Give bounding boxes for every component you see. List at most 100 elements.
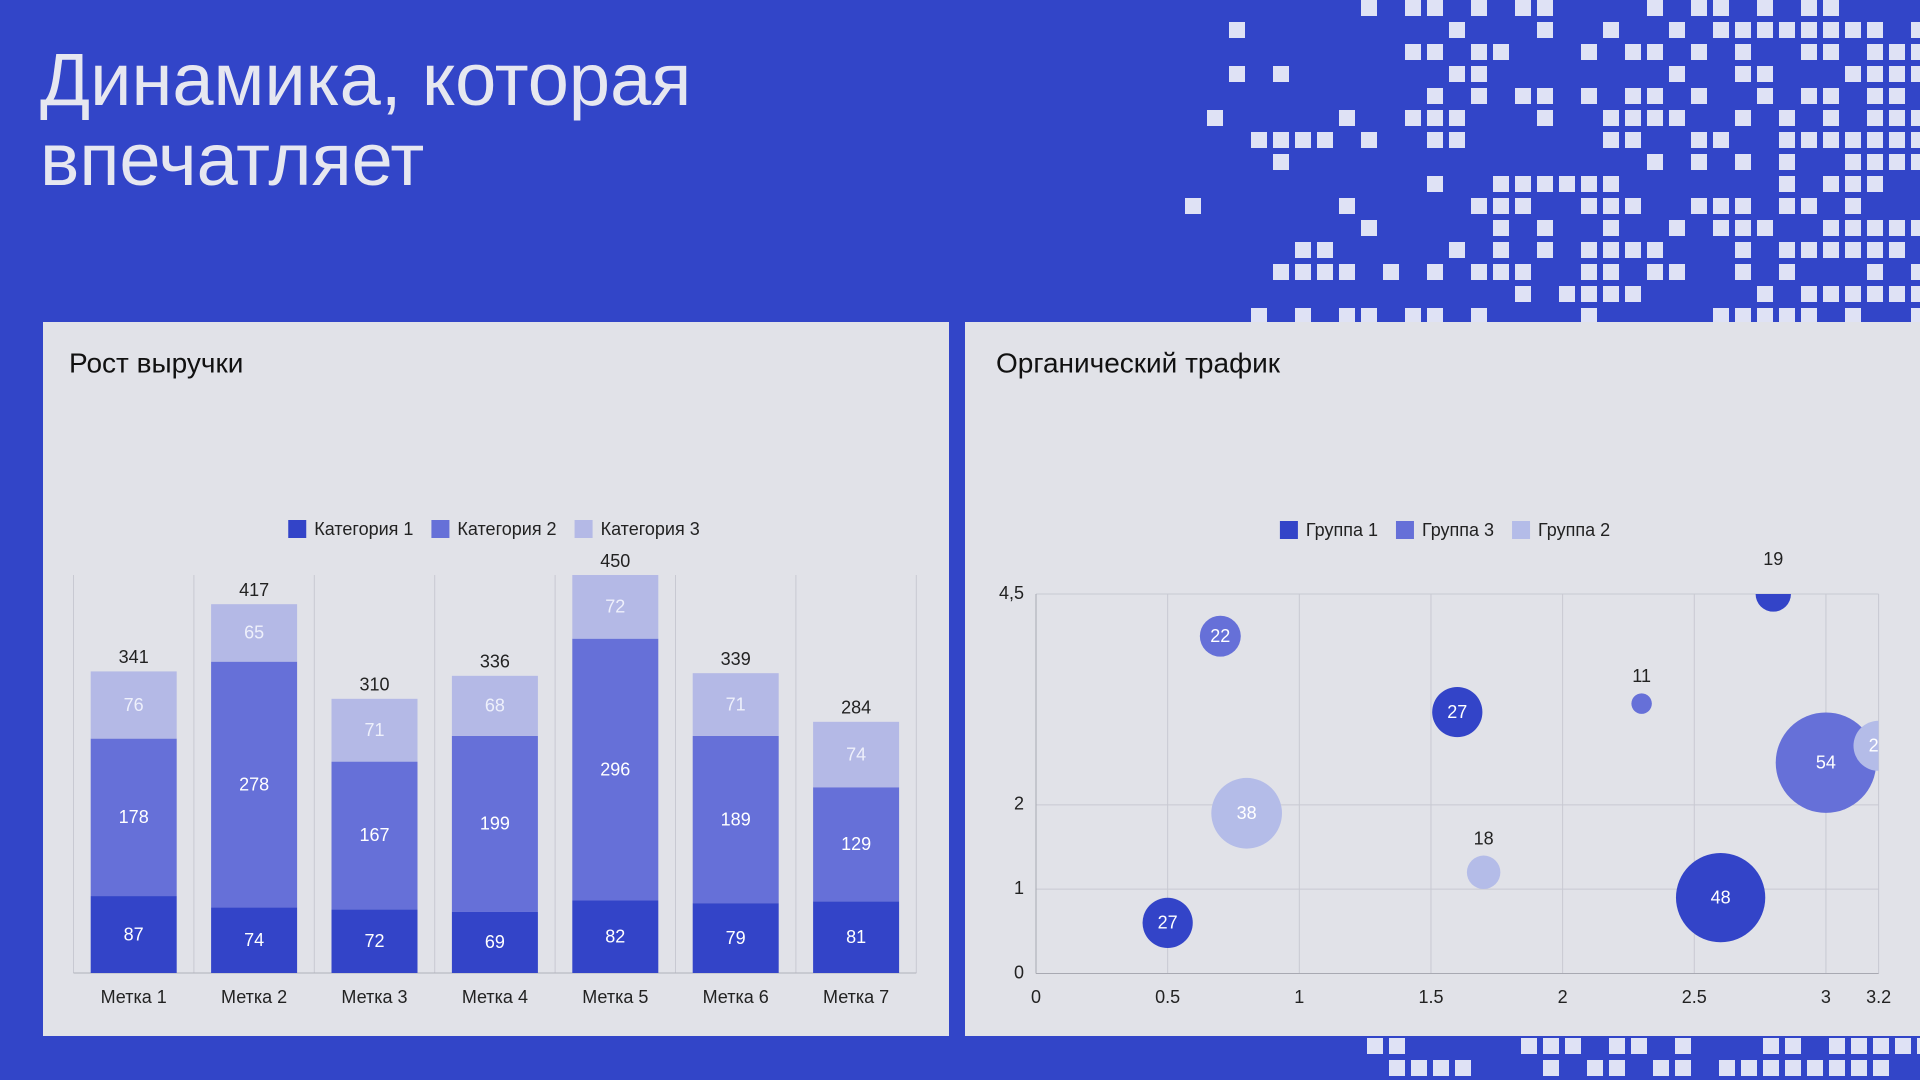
x-tick-label: Метка 1 — [101, 987, 167, 1007]
pixel — [1757, 22, 1773, 38]
x-tick-label: 3 — [1821, 987, 1831, 1007]
x-tick-label: 0 — [1031, 987, 1041, 1007]
y-tick-label: 4,5 — [999, 583, 1024, 603]
bar-total-label: 336 — [480, 652, 510, 672]
pixel — [1911, 132, 1920, 148]
pixel — [1603, 220, 1619, 236]
pixel — [1427, 88, 1443, 104]
pixel — [1273, 154, 1289, 170]
bubble-label: 22 — [1210, 626, 1230, 646]
bubbles: 27 27 48 22 54 38 27 — [1142, 594, 1889, 949]
pixel — [1757, 286, 1773, 302]
pixel — [1735, 44, 1751, 60]
pixel — [1801, 0, 1817, 16]
pixel — [1889, 88, 1905, 104]
pixel — [1537, 242, 1553, 258]
bubble-label: 11 — [1632, 666, 1651, 686]
bubble — [1755, 594, 1791, 612]
pixel — [1493, 44, 1509, 60]
pixel — [1581, 88, 1597, 104]
pixel — [1779, 308, 1795, 324]
pixel — [1911, 308, 1920, 324]
pixel — [1229, 22, 1245, 38]
pixel — [1383, 264, 1399, 280]
pixel — [1581, 286, 1597, 302]
x-tick-label: 2.5 — [1682, 987, 1707, 1007]
pixel — [1389, 1038, 1405, 1054]
x-tick-label: Метка 7 — [823, 987, 889, 1007]
pixel — [1867, 154, 1883, 170]
pixel — [1823, 132, 1839, 148]
pixel — [1867, 44, 1883, 60]
pixel — [1433, 1060, 1449, 1076]
bar-segment — [572, 638, 659, 901]
pixel — [1427, 308, 1443, 324]
bar-value-label: 74 — [846, 744, 866, 764]
bar-value-label: 81 — [846, 927, 866, 947]
pixel — [1427, 176, 1443, 192]
x-tick-label: Метка 2 — [221, 987, 287, 1007]
pixel — [1867, 264, 1883, 280]
pixel — [1867, 242, 1883, 258]
bar-segment — [572, 900, 659, 973]
pixel — [1427, 44, 1443, 60]
pixel — [1691, 88, 1707, 104]
pixel — [1295, 308, 1311, 324]
pixel — [1917, 1038, 1920, 1054]
pixel — [1911, 264, 1920, 280]
pixel — [1735, 220, 1751, 236]
x-tick-label: Метка 5 — [582, 987, 648, 1007]
pixel — [1427, 0, 1443, 16]
pixel — [1543, 1060, 1559, 1076]
pixel — [1779, 198, 1795, 214]
bar-segment — [572, 575, 659, 639]
pixel — [1625, 132, 1641, 148]
pixel — [1763, 1038, 1779, 1054]
legend: Категория 1 Категория 2 Категория 3 — [288, 519, 700, 539]
pixel — [1581, 242, 1597, 258]
pixel — [1405, 0, 1421, 16]
pixel — [1779, 264, 1795, 280]
pixel — [1895, 1038, 1911, 1054]
pixel — [1823, 88, 1839, 104]
slide-title: Динамика, которая впечатляет — [40, 38, 692, 201]
pixel — [1779, 242, 1795, 258]
bubble-label: 27 — [1869, 736, 1889, 756]
pixel — [1867, 110, 1883, 126]
bar-segment — [813, 901, 900, 973]
pixel — [1471, 88, 1487, 104]
pixel — [1471, 198, 1487, 214]
pixel — [1911, 110, 1920, 126]
x-tick-label: 1.5 — [1418, 987, 1443, 1007]
pixel — [1779, 176, 1795, 192]
pixel — [1427, 132, 1443, 148]
chart-title: Рост выручки — [69, 347, 243, 378]
bar-segment — [90, 738, 177, 897]
pixel — [1647, 154, 1663, 170]
pixel — [1669, 22, 1685, 38]
pixel — [1273, 264, 1289, 280]
pixel — [1823, 220, 1839, 236]
bar-segment — [331, 698, 418, 762]
pixel — [1565, 1038, 1581, 1054]
pixel — [1537, 110, 1553, 126]
pixel — [1521, 1038, 1537, 1054]
pixel — [1867, 66, 1883, 82]
pixel — [1581, 176, 1597, 192]
pixel — [1625, 110, 1641, 126]
pixel — [1493, 198, 1509, 214]
pixel — [1449, 242, 1465, 258]
pixel — [1911, 220, 1920, 236]
pixel — [1801, 88, 1817, 104]
y-tick-label: 1 — [1014, 878, 1024, 898]
bar-segment — [692, 735, 779, 904]
pixel — [1273, 132, 1289, 148]
pixel — [1493, 176, 1509, 192]
bar-segment — [331, 761, 418, 910]
pixel — [1449, 132, 1465, 148]
bar-segment — [813, 721, 900, 788]
pixel — [1559, 176, 1575, 192]
pixel — [1779, 154, 1795, 170]
pixel — [1823, 22, 1839, 38]
